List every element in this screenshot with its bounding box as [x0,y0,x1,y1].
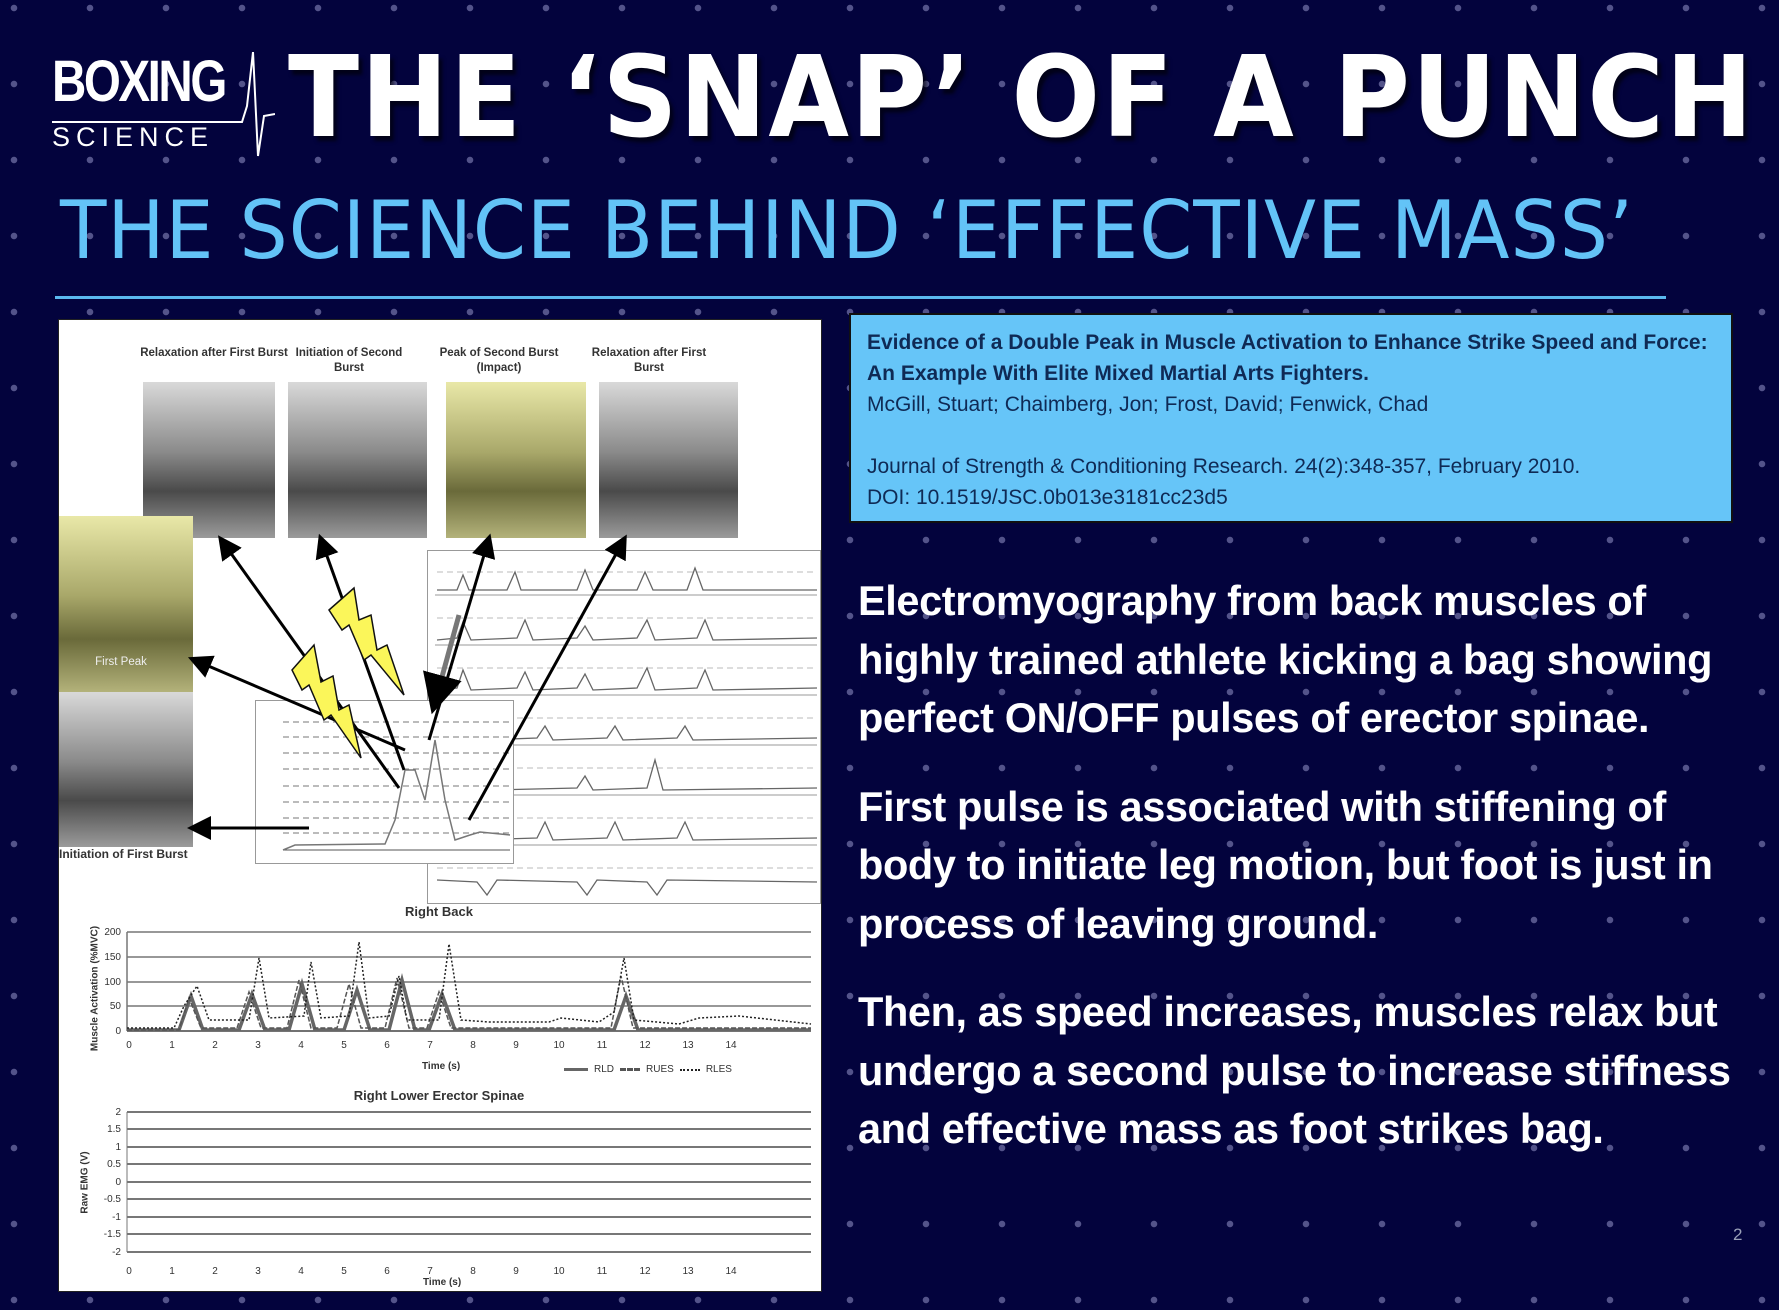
svg-text:0: 0 [126,1040,132,1051]
svg-text:4: 4 [298,1040,304,1051]
svg-text:-2: -2 [112,1247,121,1258]
legend-swatch-rles [679,1068,700,1071]
svg-text:7: 7 [427,1266,433,1277]
svg-text:1: 1 [115,1142,121,1153]
raw-emg-chart: 2 1.5 1 0.5 0 -0.5 -1 -1.5 -2 [104,1107,811,1258]
raw-emg-x-ticks: 0 1 2 3 4 5 6 7 8 9 10 11 12 13 14 [126,1266,737,1277]
svg-text:1: 1 [169,1266,175,1277]
first-peak-photo [59,516,193,692]
legend-swatch-rld [564,1068,588,1071]
svg-text:0: 0 [115,1177,121,1188]
legend-label: RLD [594,1064,615,1075]
svg-text:0: 0 [115,1026,121,1037]
chart-xlabel: Time (s) [423,1277,462,1288]
svg-text:12: 12 [639,1040,651,1051]
svg-text:200: 200 [104,927,121,938]
svg-text:6: 6 [384,1040,390,1051]
svg-text:50: 50 [110,1001,122,1012]
chart-title: Right Lower Erector Spinae [353,1088,525,1103]
svg-text:13: 13 [682,1040,694,1051]
svg-text:100: 100 [104,977,121,988]
kick-photo [599,382,738,538]
svg-text:-1: -1 [112,1212,121,1223]
citation-journal: Journal of Strength & Conditioning Resea… [867,455,1581,478]
inset-emg-chart [255,700,514,864]
svg-text:10: 10 [553,1040,565,1051]
initiation-photo [59,692,193,847]
svg-text:9: 9 [513,1040,519,1051]
kick-photo-highlighted [446,382,586,538]
photo-label: Relaxation after First Burst [140,347,288,359]
citation-box: Evidence of a Double Peak in Muscle Acti… [849,313,1733,523]
lightning-bolt-icon [291,586,405,759]
svg-text:5: 5 [341,1266,347,1277]
logo-boxing-text: BOXING [52,49,227,114]
svg-text:1: 1 [169,1040,175,1051]
svg-text:2: 2 [115,1107,121,1118]
legend-label: RLES [705,1064,732,1075]
body-paragraph: Then, as speed increases, muscles relax … [858,988,1731,1152]
photo-label: Peak of Second Burst (Impact) [439,347,559,374]
svg-text:3: 3 [255,1266,261,1277]
photo-label: Relaxation after First Burst [591,347,707,374]
svg-text:0.5: 0.5 [107,1159,121,1170]
svg-text:12: 12 [639,1266,651,1277]
photo-label: Initiation of Second Burst [295,347,403,374]
svg-text:-1.5: -1.5 [104,1229,122,1240]
body-paragraph: First pulse is associated with stiffenin… [858,782,1713,947]
svg-text:150: 150 [104,952,121,963]
svg-text:2: 2 [212,1266,218,1277]
header-divider [55,296,1666,299]
page-subtitle: THE SCIENCE BEHIND ‘EFFECTIVE MASS’ [60,184,1635,277]
svg-text:2: 2 [212,1040,218,1051]
svg-text:11: 11 [597,1266,608,1277]
svg-text:10: 10 [553,1266,565,1277]
svg-text:14: 14 [725,1266,737,1277]
body-text: Electromyography from back muscles of hi… [858,572,1758,1189]
logo-science-text: SCIENCE [52,122,215,152]
citation-authors: McGill, Stuart; Chaimberg, Jon; Frost, D… [867,393,1429,416]
svg-text:8: 8 [470,1266,476,1277]
svg-text:1.5: 1.5 [107,1124,121,1135]
page-number: 2 [1733,1225,1743,1244]
first-peak-label: First Peak [95,656,147,668]
initiation-label: Initiation of First Burst [59,847,188,861]
citation-title: Evidence of a Double Peak in Muscle Acti… [867,331,1708,385]
svg-text:-0.5: -0.5 [104,1194,122,1205]
svg-text:0: 0 [126,1266,132,1277]
svg-text:5: 5 [341,1040,347,1051]
svg-text:8: 8 [470,1040,476,1051]
kick-photo [143,382,275,538]
annotation-arrows [187,533,627,840]
svg-text:9: 9 [513,1266,519,1277]
page-title: THE ‘SNAP’ OF A PUNCH [288,33,1755,163]
citation-doi: DOI: 10.1519/JSC.0b013e3181cc23d5 [867,486,1228,509]
svg-text:7: 7 [427,1040,433,1051]
legend-label: RUES [646,1064,674,1075]
boxing-science-logo: BOXING SCIENCE [50,52,275,160]
kick-photo [288,382,427,538]
svg-text:4: 4 [298,1266,304,1277]
body-paragraph: Electromyography from back muscles of hi… [858,577,1713,741]
svg-text:14: 14 [725,1040,737,1051]
heartbeat-line-icon [52,52,275,157]
svg-text:11: 11 [597,1040,608,1051]
legend-swatch-rues [620,1068,641,1071]
svg-text:13: 13 [682,1266,694,1277]
chart-title: Right Back [405,904,473,919]
emg-figure-panel: Relaxation after First Burst Initiation … [58,319,822,1292]
svg-text:6: 6 [384,1266,390,1277]
chart-legend: RLD RUES RLES [564,1064,732,1075]
chart-xlabel: Time (s) [422,1061,461,1072]
svg-text:3: 3 [255,1040,261,1051]
